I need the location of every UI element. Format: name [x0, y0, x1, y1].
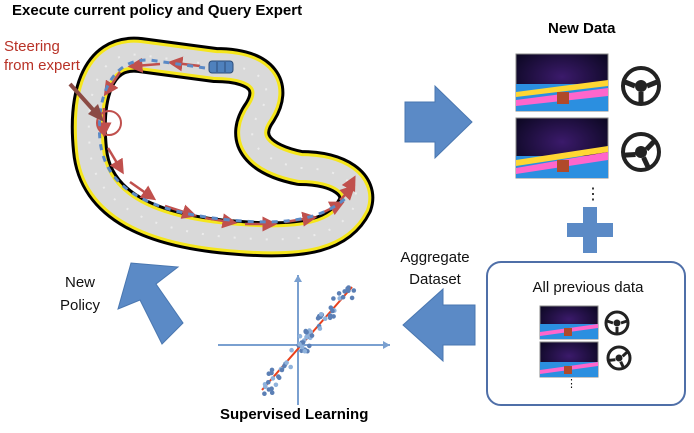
car-icon — [208, 60, 234, 74]
new-data-title: New Data — [548, 20, 616, 37]
policy-path — [97, 58, 350, 224]
scatter-point — [299, 344, 305, 350]
game-screenshot — [515, 53, 609, 112]
ellipsis-previous: ⋮ — [566, 378, 577, 390]
all-previous-label: All previous data — [532, 279, 644, 296]
pointer-arrow-icon — [68, 82, 104, 122]
scatter-point — [302, 348, 308, 354]
scatter-point — [289, 347, 294, 353]
scatter-point — [340, 294, 346, 300]
scatter-point — [288, 364, 294, 370]
steering-wheel-icon — [621, 66, 661, 106]
scatter-point — [346, 288, 351, 294]
scatter-point — [307, 343, 312, 349]
steering-wheel-icon — [621, 132, 661, 172]
game-screenshot — [515, 117, 609, 179]
scatter-point — [327, 315, 333, 321]
plus-icon — [567, 207, 613, 253]
scatter-point — [269, 390, 275, 396]
main-title: Execute current policy and Query Expert — [12, 2, 303, 19]
new-policy-line1: New — [64, 274, 95, 291]
scatter-point — [266, 380, 271, 385]
expert-query-circle — [96, 110, 122, 136]
steering-wheel-icon — [604, 310, 630, 336]
left-arrow-icon — [402, 287, 476, 363]
aggregate-label-line2: Dataset — [409, 271, 461, 288]
supervised-learning-label: Supervised Learning — [220, 406, 369, 423]
scatter-point — [309, 333, 315, 338]
scatter-point — [266, 371, 272, 377]
scatter-point — [297, 341, 302, 347]
scatter-point — [318, 312, 324, 317]
scatter-point — [315, 316, 321, 321]
steering-label-line2: from expert — [4, 57, 80, 74]
scatter-point — [336, 291, 342, 296]
scatter-point — [330, 308, 335, 314]
scatter-point — [270, 376, 276, 381]
scatter-point — [342, 289, 348, 294]
game-screenshot — [539, 341, 599, 378]
scatter-point — [269, 367, 275, 373]
aggregate-label-line1: Aggregate — [400, 249, 470, 266]
scatter-point — [279, 367, 285, 373]
scatter-point — [351, 288, 357, 293]
scatter-point — [331, 314, 336, 319]
scatter-point — [276, 375, 282, 381]
ellipsis-new-data: ⋮ — [585, 186, 601, 203]
scatter-point — [282, 363, 287, 369]
steering-label-line1: Steering — [4, 38, 60, 55]
scatter-point — [273, 382, 279, 388]
scatter-point — [349, 295, 355, 301]
scatter-point — [284, 360, 289, 365]
scatter-point — [331, 296, 336, 301]
scatter-point — [304, 334, 309, 340]
scatter-point — [297, 333, 303, 339]
right-arrow-icon — [404, 84, 473, 160]
scatter-point — [322, 316, 328, 322]
scatter-point — [300, 340, 306, 345]
up-left-arrow-icon — [117, 262, 184, 345]
new-policy-line2: Policy — [59, 297, 100, 314]
race-track — [70, 36, 375, 258]
scatter-point — [317, 326, 323, 331]
steering-wheel-icon — [606, 345, 632, 371]
scatter-point — [266, 387, 272, 392]
scatter-point — [304, 330, 309, 335]
scatter-point — [262, 391, 267, 397]
scatter-point — [263, 384, 268, 390]
game-screenshot — [539, 305, 599, 340]
